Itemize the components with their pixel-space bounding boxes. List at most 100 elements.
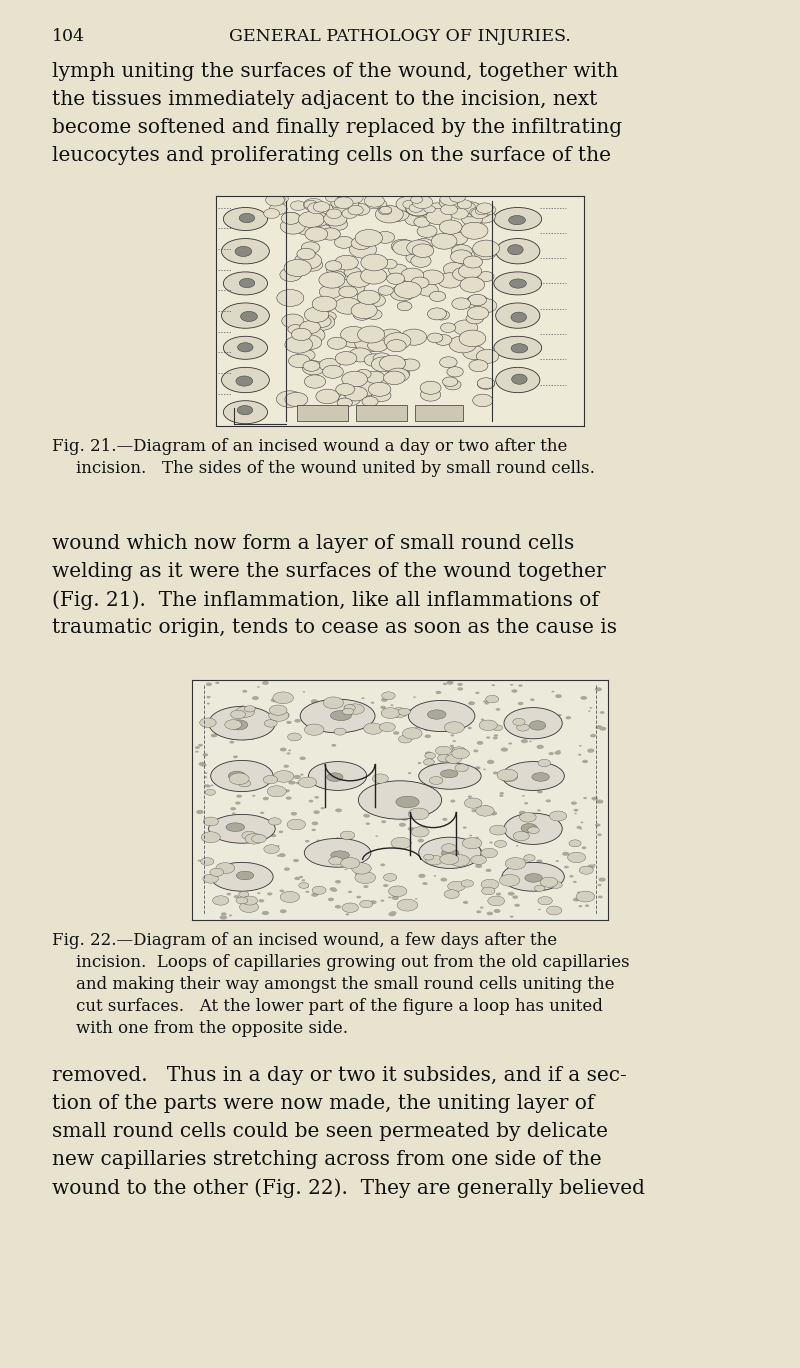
Circle shape: [475, 848, 482, 852]
Circle shape: [474, 750, 478, 752]
Circle shape: [447, 233, 468, 245]
Circle shape: [351, 204, 370, 215]
Circle shape: [475, 208, 491, 218]
Circle shape: [458, 200, 472, 209]
Circle shape: [319, 285, 342, 298]
Circle shape: [549, 752, 554, 755]
Text: leucocytes and proliferating cells on the surface of the: leucocytes and proliferating cells on th…: [52, 146, 611, 166]
Circle shape: [256, 765, 260, 766]
Ellipse shape: [304, 839, 371, 867]
Circle shape: [461, 880, 474, 886]
Circle shape: [569, 840, 581, 847]
Circle shape: [309, 315, 334, 330]
Circle shape: [255, 782, 262, 787]
Circle shape: [494, 840, 506, 847]
Text: Fig. 21.—Diagram of an incised wound a day or two after the: Fig. 21.—Diagram of an incised wound a d…: [52, 438, 567, 456]
Circle shape: [378, 286, 394, 295]
Circle shape: [334, 904, 341, 908]
Circle shape: [338, 393, 361, 406]
Circle shape: [530, 732, 535, 733]
Circle shape: [554, 870, 561, 874]
Circle shape: [263, 776, 278, 784]
Circle shape: [494, 828, 502, 832]
Circle shape: [537, 810, 541, 811]
Circle shape: [282, 212, 300, 223]
Circle shape: [490, 811, 497, 815]
Circle shape: [288, 324, 303, 334]
Circle shape: [363, 885, 369, 888]
Circle shape: [599, 726, 606, 731]
Circle shape: [482, 886, 495, 895]
Circle shape: [444, 889, 459, 899]
Circle shape: [365, 294, 386, 306]
Circle shape: [510, 915, 514, 918]
Circle shape: [360, 900, 373, 908]
Circle shape: [390, 705, 394, 706]
Circle shape: [418, 839, 424, 843]
Ellipse shape: [326, 773, 343, 781]
Circle shape: [220, 915, 227, 919]
Circle shape: [452, 748, 470, 759]
Circle shape: [335, 808, 342, 813]
Circle shape: [463, 902, 468, 904]
Bar: [297, 405, 349, 421]
Circle shape: [482, 806, 490, 810]
Circle shape: [517, 724, 530, 731]
Circle shape: [337, 398, 352, 408]
Circle shape: [435, 746, 451, 755]
Circle shape: [441, 323, 456, 332]
Circle shape: [198, 744, 203, 747]
Circle shape: [558, 714, 562, 715]
Circle shape: [458, 202, 482, 218]
Circle shape: [466, 295, 489, 309]
Circle shape: [442, 844, 457, 852]
Circle shape: [319, 205, 339, 218]
Circle shape: [426, 798, 430, 800]
Text: cut surfaces.   At the lower part of the figure a loop has united: cut surfaces. At the lower part of the f…: [76, 999, 603, 1015]
Circle shape: [394, 282, 422, 298]
Circle shape: [585, 904, 589, 907]
Circle shape: [302, 715, 310, 720]
Circle shape: [474, 800, 482, 803]
Circle shape: [394, 886, 403, 892]
Circle shape: [312, 295, 337, 312]
Ellipse shape: [358, 781, 442, 819]
Circle shape: [573, 897, 579, 902]
Circle shape: [206, 784, 211, 788]
Circle shape: [410, 196, 422, 204]
Circle shape: [233, 755, 238, 758]
Circle shape: [284, 260, 311, 276]
Circle shape: [252, 696, 259, 700]
Circle shape: [485, 702, 489, 705]
Circle shape: [344, 705, 354, 711]
Circle shape: [526, 822, 534, 826]
Circle shape: [328, 271, 346, 282]
Circle shape: [388, 912, 396, 917]
Circle shape: [280, 892, 299, 903]
Text: removed.   Thus in a day or two it subsides, and if a sec-: removed. Thus in a day or two it subside…: [52, 1066, 626, 1085]
Ellipse shape: [222, 302, 270, 328]
Circle shape: [332, 197, 358, 213]
Circle shape: [423, 759, 434, 765]
Circle shape: [287, 733, 302, 741]
Circle shape: [475, 692, 479, 694]
Text: incision.   The sides of the wound united by small round cells.: incision. The sides of the wound united …: [76, 460, 595, 477]
Circle shape: [494, 735, 498, 737]
Circle shape: [453, 267, 474, 280]
Circle shape: [204, 784, 209, 787]
Circle shape: [330, 198, 346, 208]
Circle shape: [305, 840, 310, 843]
Ellipse shape: [494, 208, 542, 230]
Circle shape: [334, 256, 358, 269]
Circle shape: [386, 274, 405, 285]
Circle shape: [372, 810, 379, 814]
Ellipse shape: [396, 796, 419, 807]
Ellipse shape: [309, 762, 366, 791]
Circle shape: [267, 785, 286, 798]
Circle shape: [335, 837, 340, 840]
Circle shape: [450, 844, 454, 845]
Circle shape: [595, 725, 602, 729]
Circle shape: [401, 268, 424, 282]
Bar: [356, 405, 407, 421]
Circle shape: [538, 759, 550, 766]
